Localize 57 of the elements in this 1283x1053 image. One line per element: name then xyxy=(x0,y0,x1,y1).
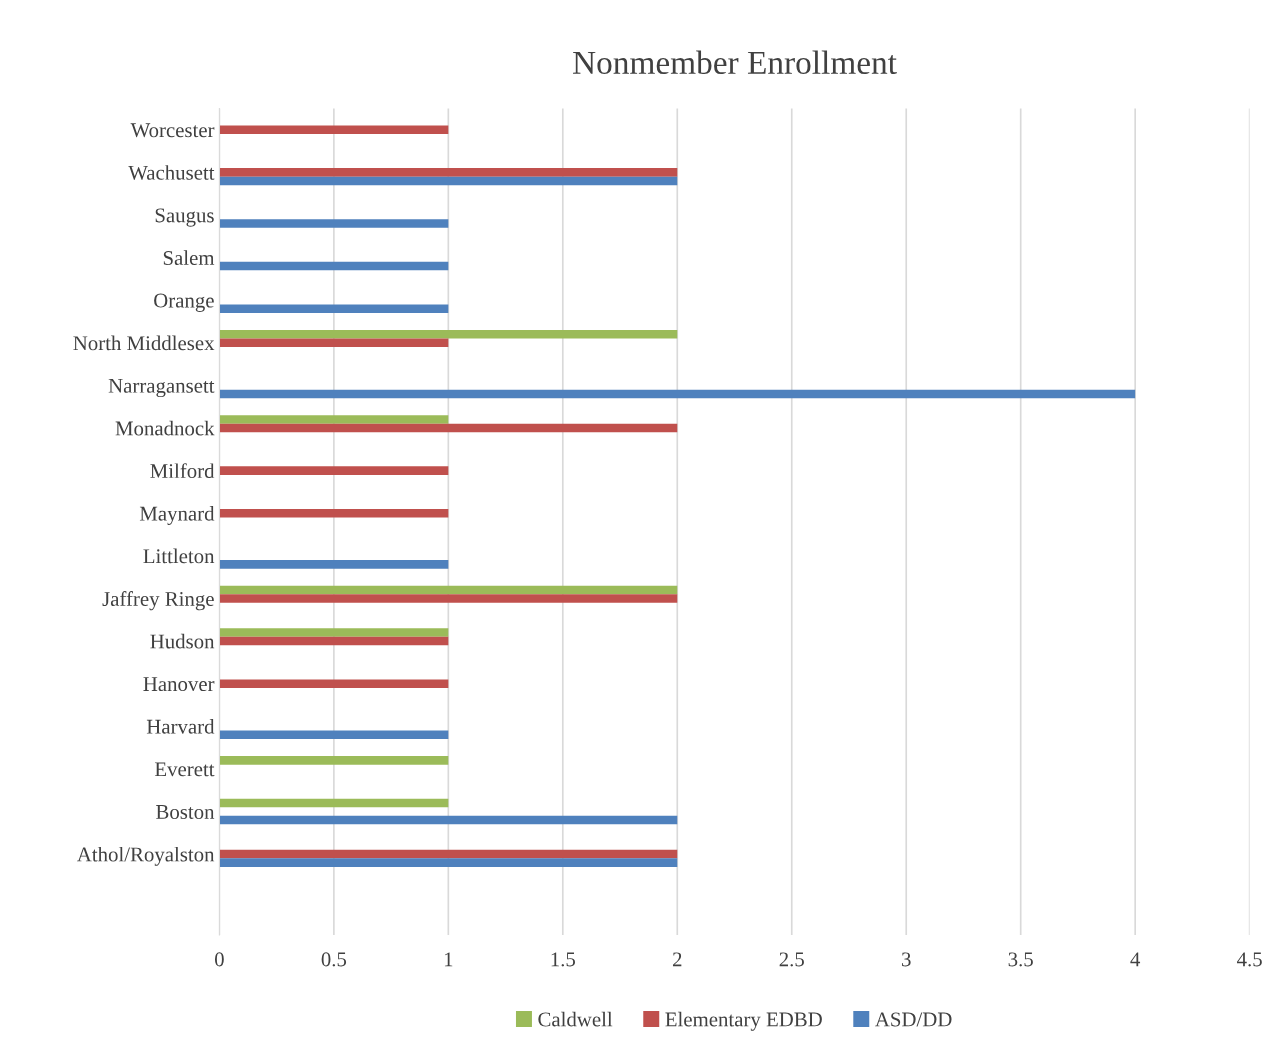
x-tick-label: 3 xyxy=(902,952,911,967)
x-tick-label: 0.5 xyxy=(321,952,347,967)
y-tick-label: Salem xyxy=(163,250,215,266)
bar xyxy=(219,756,449,765)
y-tick-label: Littleton xyxy=(143,548,215,564)
x-tick-label: 1 xyxy=(444,952,453,967)
bar xyxy=(219,261,449,271)
x-tick-label: 1.5 xyxy=(551,952,576,967)
y-tick-label: Worcester xyxy=(130,123,215,138)
y-tick-label: Monadnock xyxy=(115,420,215,436)
x-tick-label: 2 xyxy=(672,952,682,967)
x-tick-label: 3.5 xyxy=(1008,952,1033,967)
bar xyxy=(219,585,678,595)
bar xyxy=(219,415,449,424)
bar xyxy=(219,168,678,177)
bar xyxy=(219,858,678,867)
bar xyxy=(219,176,678,186)
bar xyxy=(219,679,449,688)
bar xyxy=(219,423,678,433)
x-tick-label: 2.5 xyxy=(779,952,804,967)
bar xyxy=(219,628,449,637)
y-tick-label: Maynard xyxy=(139,506,215,525)
x-tick-label: 0 xyxy=(214,952,224,967)
bar xyxy=(219,389,1136,399)
bar xyxy=(219,125,449,135)
bar xyxy=(219,466,449,475)
bar xyxy=(219,560,449,569)
bar xyxy=(219,508,449,518)
y-tick-label: Narragansett xyxy=(108,378,215,398)
bar xyxy=(219,330,678,339)
legend-label: Elementary EDBD xyxy=(665,1011,822,1031)
y-tick-label: Athol/Royalston xyxy=(77,846,215,866)
y-tick-label: Milford xyxy=(150,463,215,479)
bar xyxy=(219,338,449,348)
legend-label: Caldwell xyxy=(538,1011,613,1027)
bar xyxy=(219,798,449,808)
y-tick-label: Hudson xyxy=(150,633,215,649)
chart-title: Nonmember Enrollment xyxy=(573,50,897,75)
bar xyxy=(219,815,678,825)
y-tick-label: North Middlesex xyxy=(73,335,215,351)
y-tick-label: Saugus xyxy=(155,208,214,227)
x-tick-label: 4.5 xyxy=(1237,952,1262,967)
bar xyxy=(219,636,449,646)
bar xyxy=(219,304,449,313)
bar xyxy=(219,594,678,603)
y-tick-label: Jaffrey Ringe xyxy=(102,591,214,611)
bar xyxy=(219,219,449,228)
y-tick-label: Orange xyxy=(154,293,214,312)
legend-label: ASD/DD xyxy=(875,1012,952,1027)
bar xyxy=(219,730,449,740)
y-tick-label: Everett xyxy=(154,762,215,777)
y-tick-label: Boston xyxy=(156,805,215,819)
y-tick-label: Hanover xyxy=(143,677,215,692)
bar xyxy=(219,849,678,859)
y-tick-label: Harvard xyxy=(146,719,215,734)
x-tick-label: 4 xyxy=(1130,952,1141,967)
y-tick-label: Wachusett xyxy=(128,165,215,180)
